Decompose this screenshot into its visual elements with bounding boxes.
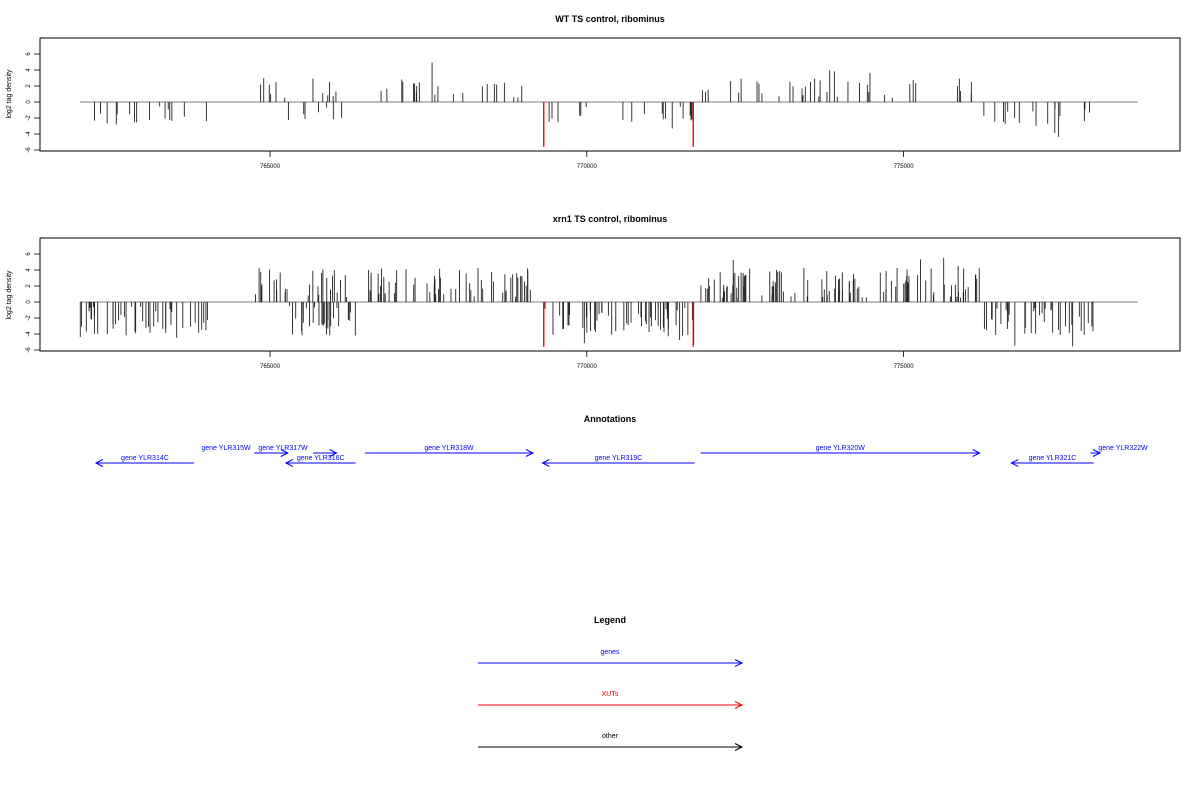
- xtick-label: 765000: [260, 364, 281, 370]
- feature-arrow-head: [329, 449, 338, 457]
- feature-arrow-head: [1092, 449, 1102, 457]
- feature-label: gene YLR314C: [121, 455, 169, 462]
- ytick-label: 4: [26, 268, 32, 272]
- ytick-label: 2: [26, 84, 32, 88]
- legend-items: genes XUTs other: [478, 649, 744, 751]
- feature-arrow-head: [284, 459, 294, 467]
- feature-arrow-head: [541, 459, 550, 467]
- feature-label: gene YLR322W: [1098, 445, 1148, 452]
- track-wt-xaxis: 765000 770000 775000: [260, 151, 914, 170]
- ytick-label: -2: [26, 115, 32, 121]
- ytick-label: 4: [26, 68, 32, 72]
- legend-label-gene: genes: [600, 649, 620, 656]
- feature-arrow-head: [525, 449, 535, 457]
- feature-label: gene YLR315W: [201, 445, 251, 452]
- track-wt-frame: [39, 37, 1181, 152]
- track-wt-yaxis: -6 -4 -2 0 2 4 6: [26, 52, 41, 153]
- xtick-label: 770000: [577, 364, 598, 370]
- xtick-label: 775000: [894, 164, 915, 170]
- ytick-label: -4: [26, 331, 32, 337]
- legend-label-other: other: [602, 733, 619, 740]
- track-xrn1-title: xrn1 TS control, ribominus: [553, 214, 668, 224]
- legend-title: Legend: [594, 615, 626, 625]
- legend-arrow-other-head: [734, 743, 744, 751]
- track-xrn1-yaxis: -6 -4 -2 0 2 4 6: [26, 252, 41, 353]
- track-wt-bars: [94, 62, 1091, 147]
- feature-label: gene YLR318W: [424, 445, 474, 452]
- ytick-label: 0: [26, 100, 32, 104]
- ytick-label: -6: [26, 347, 32, 353]
- ytick-label: -6: [26, 147, 32, 153]
- xtick-label: 770000: [577, 164, 598, 170]
- xtick-label: 775000: [894, 364, 915, 370]
- ytick-label: 6: [26, 52, 32, 56]
- xtick-label: 765000: [260, 164, 281, 170]
- ytick-label: 0: [26, 300, 32, 304]
- feature-label: gene YLR319C: [595, 455, 643, 462]
- ytick-label: -4: [26, 131, 32, 137]
- legend-label-xut: XUTs: [602, 691, 619, 698]
- feature-arrow-head: [94, 459, 104, 467]
- track-wt: WT TS control, ribominus log2 tag densit…: [6, 14, 1181, 170]
- track-wt-title: WT TS control, ribominus: [555, 14, 665, 24]
- ytick-label: -2: [26, 315, 32, 321]
- feature-arrow-head: [1010, 459, 1019, 467]
- track-xrn1-frame: [39, 237, 1181, 352]
- annotations-title: Annotations: [584, 414, 637, 424]
- legend-arrow-gene-head: [734, 659, 744, 667]
- feature-label: gene YLR317W: [258, 445, 308, 452]
- feature-label: gene YLR316C: [297, 455, 345, 462]
- feature-label: gene YLR321C: [1029, 455, 1077, 462]
- feature-label: gene YLR320W: [816, 445, 866, 452]
- legend-arrow-xut-head: [734, 701, 744, 709]
- feature-arrow-head: [972, 449, 981, 457]
- track-wt-ylabel: log2 tag density: [6, 69, 13, 119]
- feature-arrow-head: [280, 449, 289, 457]
- ytick-label: 2: [26, 284, 32, 288]
- legend: Legend genes XUTs other: [478, 615, 744, 751]
- ytick-label: 6: [26, 252, 32, 256]
- track-xrn1-ylabel: log2 tag density: [6, 270, 13, 320]
- track-xrn1-xaxis: 765000 770000 775000: [260, 351, 914, 370]
- annotation-features: gene YLR314C gene YLR315W gene YLR317W gene…: [94, 445, 1148, 467]
- track-xrn1-bars: [79, 257, 1094, 347]
- track-xrn1: xrn1 TS control, ribominus log2 tag dens…: [6, 214, 1181, 370]
